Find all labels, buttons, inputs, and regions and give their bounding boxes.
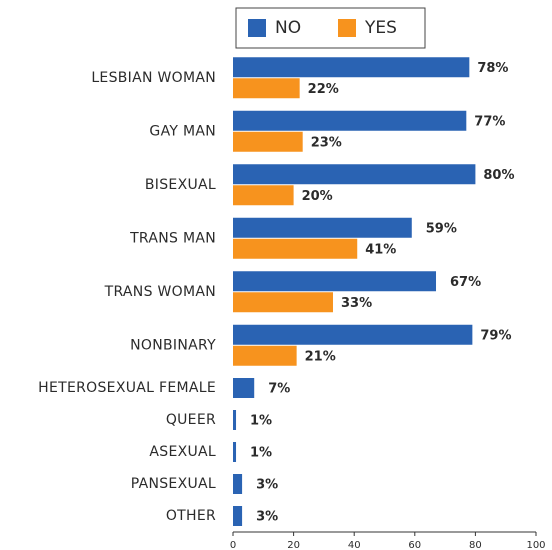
bar bbox=[233, 506, 243, 526]
category-label: QUEER bbox=[166, 412, 216, 428]
bar bbox=[233, 474, 243, 494]
bar bbox=[233, 217, 412, 238]
x-tick-label: 80 bbox=[469, 540, 482, 550]
bar bbox=[233, 442, 237, 462]
bar bbox=[233, 78, 300, 99]
bar bbox=[233, 238, 358, 259]
bar bbox=[233, 185, 294, 206]
value-label: 20% bbox=[302, 189, 333, 204]
legend-swatch bbox=[248, 19, 266, 37]
bar bbox=[233, 292, 333, 313]
legend-label: YES bbox=[364, 18, 397, 38]
bar bbox=[233, 164, 476, 185]
value-label: 3% bbox=[256, 510, 278, 525]
legend-box bbox=[235, 7, 426, 49]
bar bbox=[233, 378, 255, 398]
x-tick-label: 100 bbox=[526, 540, 545, 550]
value-label: 3% bbox=[256, 478, 278, 493]
category-label: OTHER bbox=[166, 508, 216, 524]
value-label: 78% bbox=[477, 61, 508, 76]
value-label: 33% bbox=[341, 296, 372, 311]
category-label: ASEXUAL bbox=[149, 444, 216, 460]
value-label: 79% bbox=[480, 328, 511, 343]
category-label: BISEXUAL bbox=[145, 177, 216, 193]
value-label: 21% bbox=[305, 349, 336, 364]
category-label: LESBIAN WOMAN bbox=[91, 70, 216, 86]
category-label: GAY MAN bbox=[149, 123, 216, 139]
bar bbox=[233, 271, 437, 292]
category-label: TRANS MAN bbox=[129, 230, 216, 246]
bar bbox=[233, 410, 237, 430]
x-tick-label: 0 bbox=[230, 540, 236, 550]
bar bbox=[233, 110, 467, 131]
category-label: HETEROSEXUAL FEMALE bbox=[38, 380, 216, 396]
value-label: 77% bbox=[474, 114, 505, 129]
legend-swatch bbox=[338, 19, 356, 37]
value-label: 41% bbox=[365, 242, 396, 257]
category-label: TRANS WOMAN bbox=[104, 284, 216, 300]
bar bbox=[233, 131, 303, 152]
bar bbox=[233, 345, 297, 366]
category-label: PANSEXUAL bbox=[131, 476, 216, 492]
x-tick-label: 40 bbox=[348, 540, 361, 550]
value-label: 7% bbox=[268, 382, 290, 397]
x-tick-label: 20 bbox=[287, 540, 300, 550]
bar bbox=[233, 57, 470, 78]
value-label: 59% bbox=[426, 221, 457, 236]
value-label: 1% bbox=[250, 414, 272, 429]
category-label: NONBINARY bbox=[130, 337, 216, 353]
value-label: 67% bbox=[450, 275, 481, 290]
value-label: 80% bbox=[483, 168, 514, 183]
value-label: 1% bbox=[250, 446, 272, 461]
legend-label: NO bbox=[275, 18, 301, 38]
value-label: 23% bbox=[311, 135, 342, 150]
bar bbox=[233, 324, 473, 345]
x-tick-label: 60 bbox=[408, 540, 421, 550]
value-label: 22% bbox=[308, 82, 339, 97]
